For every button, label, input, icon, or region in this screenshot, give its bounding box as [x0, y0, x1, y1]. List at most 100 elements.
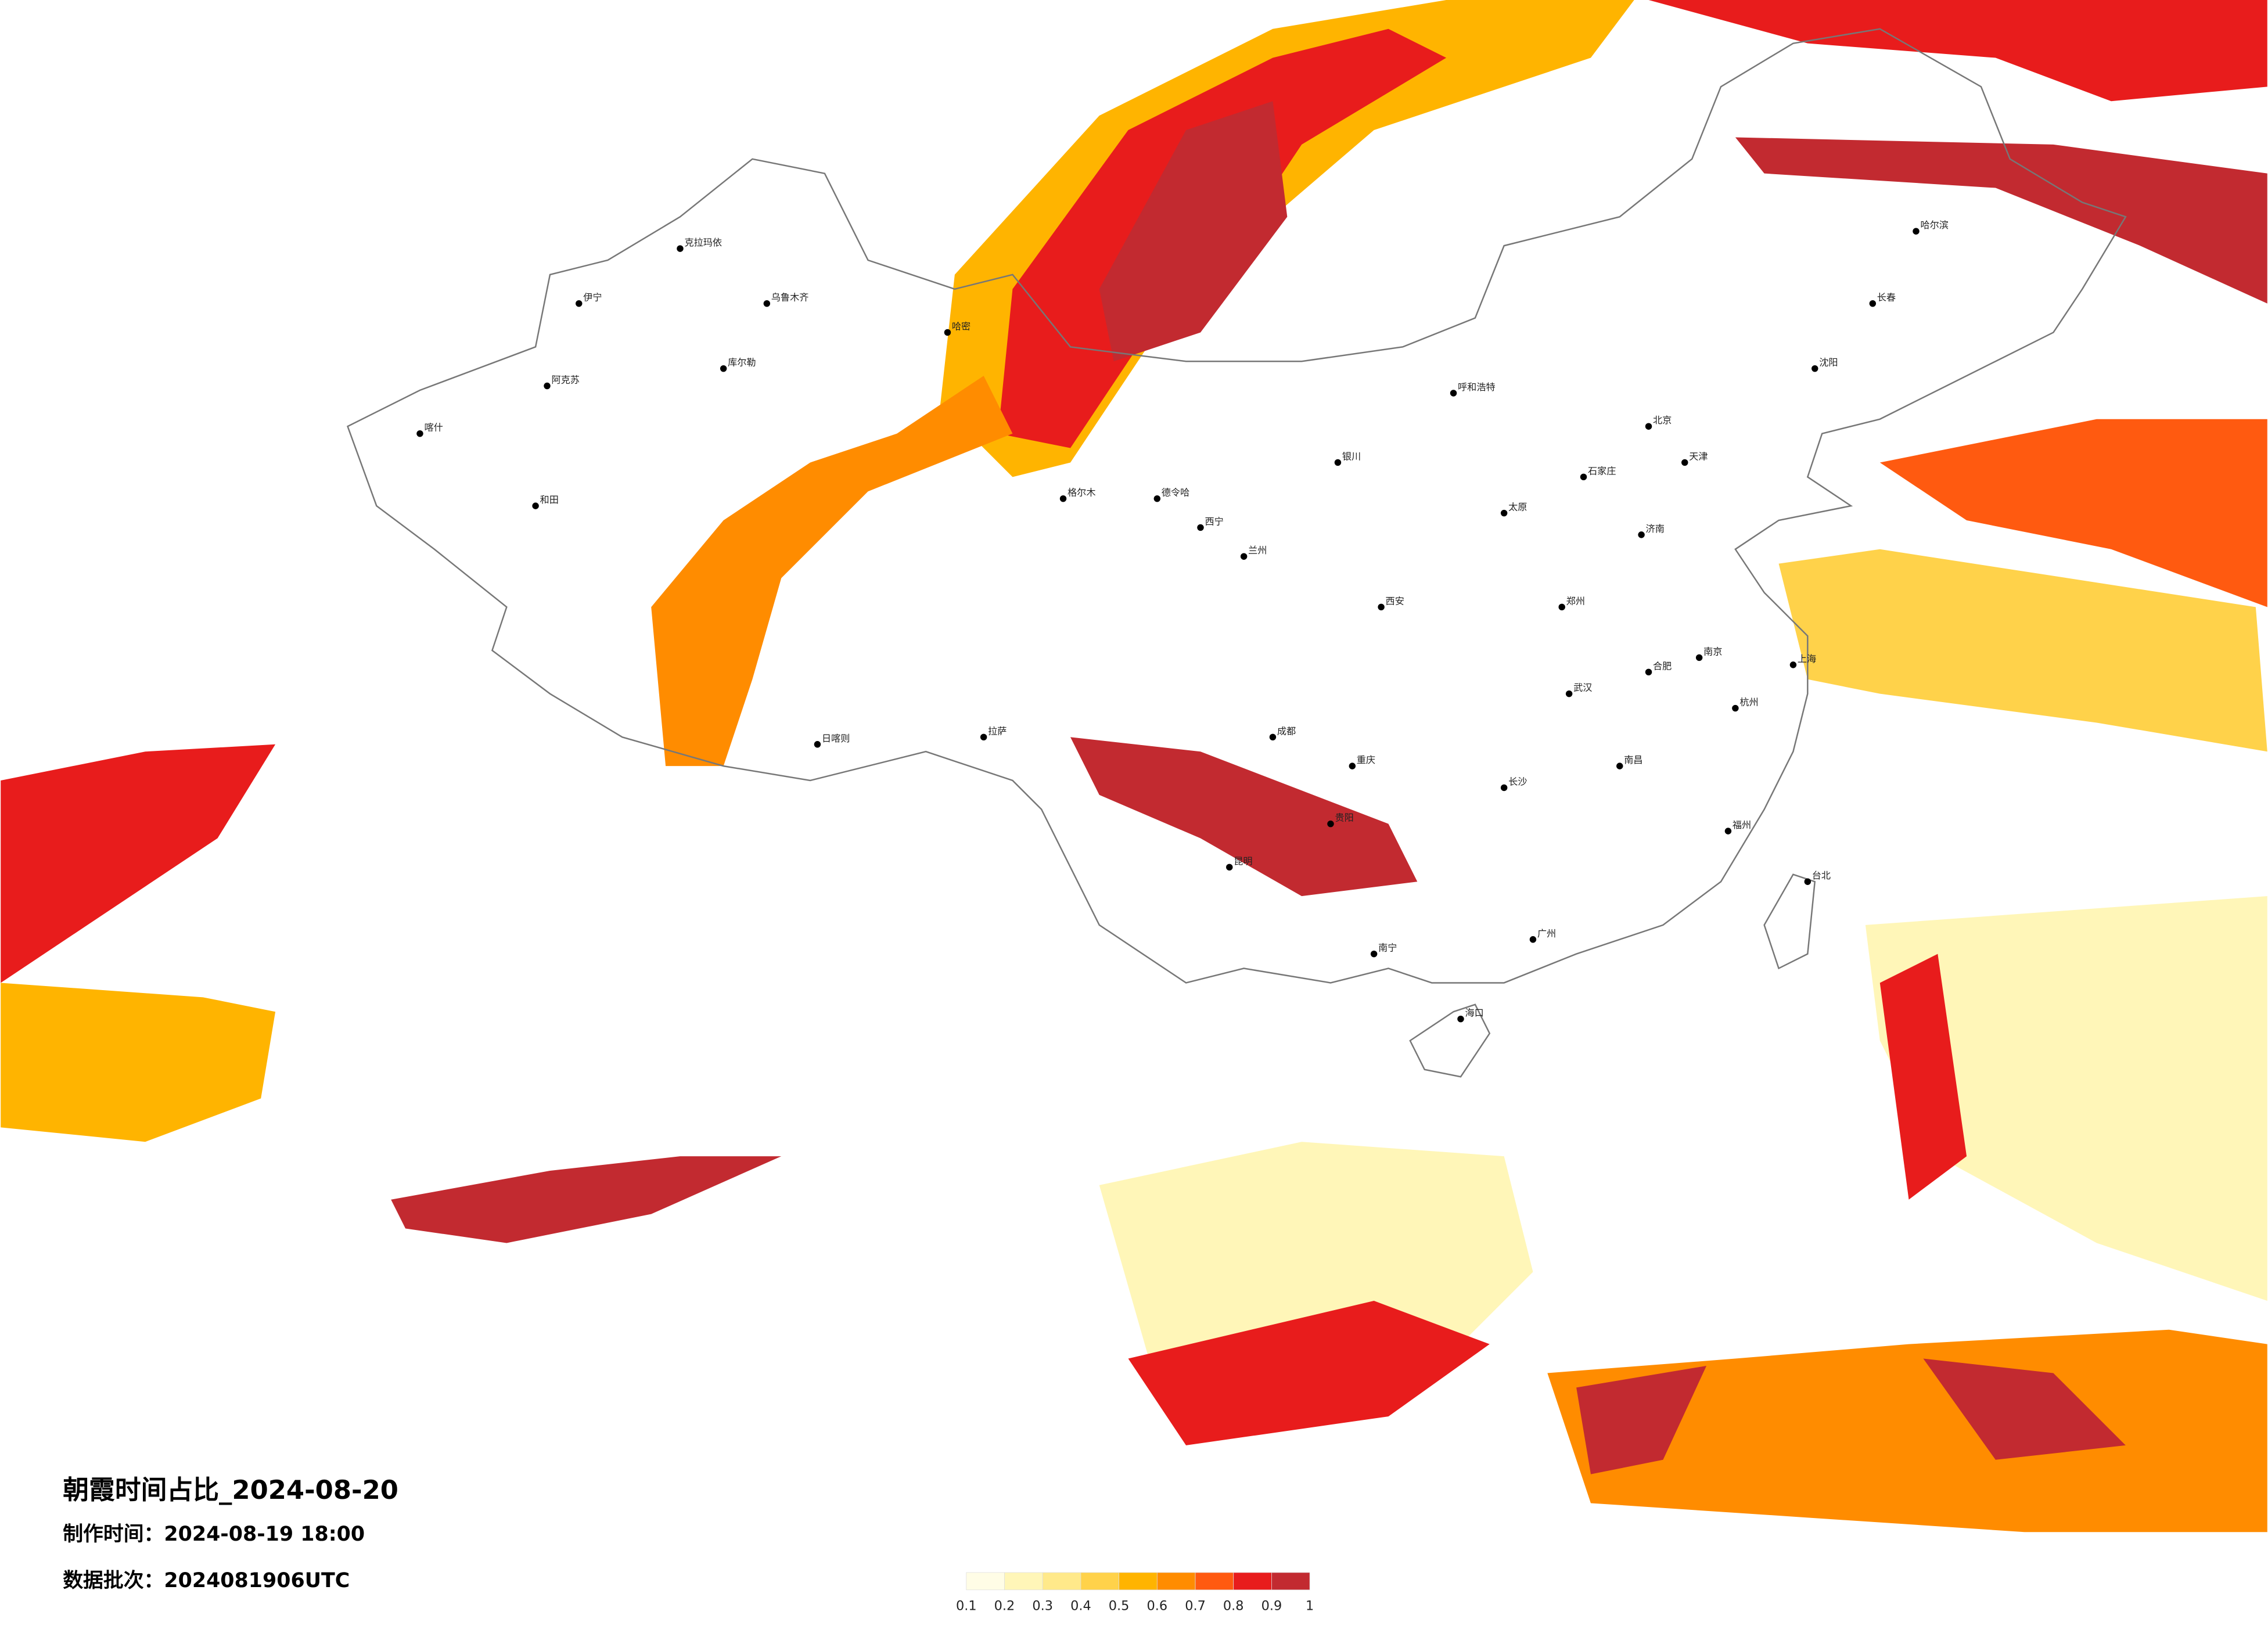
- legend-tick-label: 0.1: [956, 1599, 977, 1614]
- city-label: 上海: [1798, 653, 1816, 664]
- city-dot: [1580, 473, 1587, 481]
- city-dot: [1645, 423, 1652, 430]
- legend-tick-label: 0.2: [994, 1599, 1015, 1614]
- city-dot: [1804, 878, 1811, 885]
- heat-area: [1, 744, 276, 983]
- city-label: 伊宁: [583, 292, 602, 303]
- legend-tick-label: 0.4: [1070, 1599, 1091, 1614]
- legend-tick-label: 0.6: [1147, 1599, 1168, 1614]
- city-label: 武汉: [1573, 682, 1592, 693]
- legend: 0.1 0.2 0.3 0.4 0.5 0.6 0.7 0.8 0.9 1: [956, 1572, 1314, 1614]
- legend-tick-label: 0.7: [1185, 1599, 1206, 1614]
- city-dot: [1811, 365, 1818, 372]
- city-dot: [763, 300, 771, 307]
- city-label: 沈阳: [1819, 357, 1838, 368]
- city-label: 喀什: [424, 422, 443, 433]
- heat-area: [1879, 954, 1967, 1200]
- city-dot: [1197, 524, 1204, 531]
- city-dot: [1565, 690, 1573, 697]
- city-label: 格尔木: [1067, 487, 1095, 498]
- city-dot: [1695, 654, 1703, 661]
- city-label: 南京: [1703, 646, 1722, 657]
- city-dot: [1724, 828, 1732, 834]
- heat-area: [1923, 1358, 2126, 1460]
- city-label: 广州: [1537, 928, 1556, 939]
- city-label: 天津: [1689, 451, 1708, 462]
- legend-swatch: [1156, 1572, 1196, 1591]
- city-label: 南昌: [1624, 754, 1642, 765]
- city-label: 郑州: [1566, 595, 1585, 606]
- city-label: 和田: [540, 494, 559, 505]
- legend-swatch: [1004, 1572, 1043, 1591]
- heat-layer: [1, 0, 2267, 1533]
- city-dot: [1153, 495, 1161, 502]
- city-dot: [1370, 950, 1378, 958]
- city-dot: [720, 365, 727, 372]
- legend-swatch: [1195, 1572, 1234, 1591]
- city-label: 兰州: [1248, 545, 1267, 556]
- city-dot: [1681, 459, 1688, 466]
- legend-tick-label: 0.8: [1223, 1599, 1244, 1614]
- city-dot: [1457, 1015, 1464, 1023]
- legend-swatch: [1080, 1572, 1119, 1591]
- city-label: 库尔勒: [728, 357, 756, 368]
- city-label: 西宁: [1205, 516, 1223, 527]
- heat-area: [1, 983, 276, 1142]
- city-dot: [980, 733, 987, 741]
- legend-tick-label: 1: [1306, 1599, 1314, 1614]
- heat-area: [651, 376, 1013, 767]
- map-title: 朝霞时间占比_2024-08-20: [63, 1474, 398, 1505]
- city-label: 北京: [1653, 415, 1672, 426]
- city-dot: [1645, 668, 1652, 676]
- heat-area: [1735, 137, 2267, 304]
- heat-area: [1547, 1329, 2267, 1533]
- city-label: 哈尔滨: [1920, 220, 1948, 231]
- city-label: 海口: [1465, 1008, 1483, 1019]
- city-label: 贵阳: [1335, 812, 1353, 823]
- legend-tick-label: 0.3: [1032, 1599, 1053, 1614]
- city-label: 济南: [1646, 523, 1665, 534]
- city-label: 台北: [1812, 870, 1831, 881]
- city-dot: [1500, 509, 1508, 517]
- country-border: [346, 28, 2127, 984]
- legend-tick-label: 0.9: [1261, 1599, 1282, 1614]
- data-batch: 数据批次：2024081906UTC: [63, 1569, 350, 1592]
- heat-area: [1865, 896, 2267, 1301]
- city-label: 合肥: [1653, 660, 1672, 671]
- city-label: 成都: [1277, 725, 1296, 736]
- legend-swatch: [966, 1572, 1005, 1591]
- city-dot: [1558, 603, 1565, 611]
- make-time: 制作时间：2024-08-19 18:00: [63, 1523, 365, 1546]
- city-label: 杭州: [1739, 697, 1758, 708]
- city-label: 西安: [1386, 595, 1404, 606]
- city-label: 长春: [1877, 292, 1896, 303]
- city-label: 德令哈: [1162, 487, 1189, 498]
- city-label: 克拉玛依: [684, 237, 722, 248]
- city-dot: [1378, 603, 1385, 611]
- city-label: 阿克苏: [551, 375, 579, 386]
- city-dot: [1327, 820, 1334, 828]
- city-dot: [1913, 228, 1920, 235]
- heat-area: [1778, 549, 2267, 752]
- legend-swatch: [1233, 1572, 1272, 1591]
- city-dot: [576, 300, 583, 307]
- city-dot: [1789, 661, 1797, 668]
- city-label: 石家庄: [1588, 465, 1616, 476]
- city-dot: [1450, 390, 1457, 397]
- city-dot: [1269, 733, 1277, 741]
- city-dot: [1500, 784, 1508, 792]
- city-dot: [416, 430, 423, 437]
- city-dot: [677, 245, 684, 252]
- city-label: 呼和浩特: [1458, 382, 1496, 393]
- city-label: 银川: [1342, 451, 1361, 462]
- heat-area: [1648, 0, 2267, 102]
- city-dot: [1240, 553, 1248, 560]
- city-label: 重庆: [1357, 754, 1375, 765]
- city-dot: [532, 502, 539, 509]
- city-label: 乌鲁木齐: [771, 292, 809, 303]
- city-label: 日喀则: [822, 733, 850, 744]
- city-dot: [1059, 495, 1067, 502]
- city-dot: [1226, 864, 1233, 871]
